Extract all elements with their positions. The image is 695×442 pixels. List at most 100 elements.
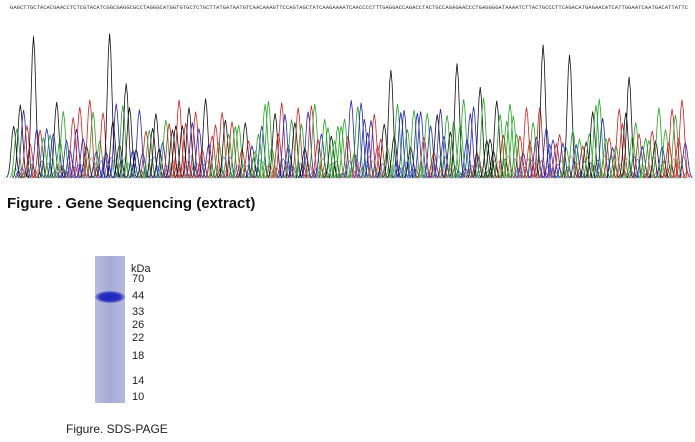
- noise-peak: [683, 172, 691, 179]
- trace-peak: [317, 119, 333, 178]
- trace-peak: [363, 120, 379, 178]
- noise-peak: [309, 171, 317, 179]
- trace-peak: [624, 135, 640, 178]
- chromatogram: [6, 33, 693, 179]
- noise-peak: [21, 171, 29, 179]
- trace-peak: [274, 102, 290, 178]
- noise-peak: [61, 170, 69, 179]
- noise-peak: [514, 168, 522, 179]
- trace-peak: [118, 83, 134, 178]
- trace-peak: [518, 107, 535, 178]
- trace-peak: [197, 98, 214, 178]
- trace-peak: [270, 133, 286, 178]
- noise-peak: [435, 155, 443, 179]
- noise-peak: [220, 156, 228, 179]
- trace-peak: [499, 120, 515, 178]
- noise-peak: [445, 165, 453, 179]
- trace-peak: [439, 114, 455, 178]
- noise-peak: [94, 166, 102, 179]
- noise-peak: [54, 164, 62, 179]
- trace-peak: [82, 99, 98, 178]
- trace-peak: [594, 117, 611, 178]
- noise-peak: [253, 167, 261, 179]
- trace-peak: [336, 118, 353, 178]
- marker-label: 33: [132, 306, 144, 318]
- gel-caption: Figure. SDS-PAGE: [66, 422, 168, 436]
- trace-peak: [12, 104, 28, 178]
- noise-peak: [58, 165, 66, 179]
- trace-peak: [52, 139, 68, 179]
- trace-peak: [287, 122, 303, 178]
- trace-peak: [101, 33, 118, 177]
- trace-peak: [674, 99, 690, 178]
- noise-peak: [518, 155, 526, 179]
- trace-peak: [141, 130, 157, 178]
- noise-peak: [147, 159, 155, 179]
- noise-peak: [653, 171, 661, 179]
- noise-peak: [269, 170, 277, 179]
- trace-peak: [621, 76, 637, 178]
- trace-peak: [181, 107, 197, 178]
- trace-peak: [115, 105, 131, 178]
- trace-peak: [416, 137, 432, 178]
- trace-peak: [386, 135, 402, 178]
- trace-peak: [376, 123, 392, 178]
- noise-peak: [210, 155, 218, 179]
- noise-peak: [150, 155, 158, 179]
- trace-peak: [472, 86, 488, 178]
- trace-peak: [667, 114, 684, 178]
- noise-peak: [190, 165, 198, 179]
- trace-peak: [552, 134, 568, 178]
- noise-peak: [365, 155, 373, 179]
- marker-label: 44: [132, 290, 144, 302]
- trace-peak: [237, 122, 253, 178]
- trace-peak: [502, 103, 518, 178]
- noise-peak: [468, 165, 476, 179]
- noise-peak: [537, 160, 545, 179]
- trace-peak: [618, 112, 634, 178]
- trace-peak: [614, 123, 631, 178]
- noise-peak: [226, 156, 234, 179]
- marker-label: 22: [132, 332, 144, 344]
- trace-peak: [95, 112, 111, 178]
- trace-peak: [525, 122, 541, 178]
- noise-peak: [491, 160, 499, 179]
- noise-peak: [385, 170, 393, 179]
- trace-peak: [327, 139, 343, 179]
- trace-peak: [277, 114, 293, 178]
- trace-peak: [254, 125, 270, 178]
- noise-peak: [101, 155, 109, 179]
- trace-peak: [260, 100, 277, 178]
- noise-peak: [206, 163, 215, 179]
- trace-peak: [373, 138, 389, 178]
- trace-peak: [671, 137, 687, 179]
- trace-peak: [340, 136, 356, 178]
- trace-peak: [383, 69, 399, 178]
- noise-peak: [124, 163, 132, 179]
- noise-peak: [246, 172, 254, 179]
- noise-peak: [656, 165, 665, 179]
- marker-label: 70: [132, 273, 144, 285]
- trace-peak: [303, 105, 320, 178]
- trace-peak: [184, 122, 200, 178]
- trace-peak: [561, 54, 578, 178]
- noise-peak: [617, 164, 625, 179]
- marker-label: 10: [132, 391, 144, 403]
- noise-peak: [448, 158, 456, 179]
- noise-peak: [441, 156, 450, 179]
- trace-peak: [389, 103, 406, 178]
- noise-peak: [97, 160, 105, 179]
- noise-peak: [474, 157, 483, 179]
- trace-peak: [191, 128, 207, 178]
- noise-peak: [504, 155, 512, 179]
- trace-peak: [538, 127, 554, 178]
- trace-peak: [49, 102, 65, 178]
- trace-peak: [479, 140, 495, 179]
- trace-peak: [250, 133, 267, 178]
- noise-peak: [51, 171, 59, 179]
- trace-peak: [353, 102, 369, 178]
- trace-peak: [459, 139, 475, 178]
